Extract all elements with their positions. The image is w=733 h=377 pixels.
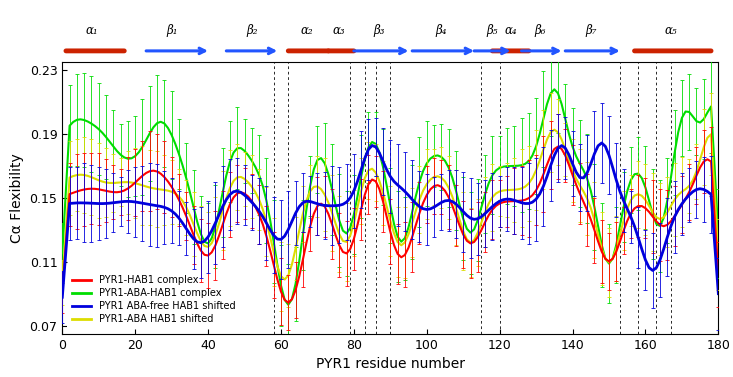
Y-axis label: Cα Flexibility: Cα Flexibility xyxy=(10,153,24,243)
Text: α₅: α₅ xyxy=(665,24,677,37)
X-axis label: PYR1 residue number: PYR1 residue number xyxy=(316,357,465,371)
Text: β₂: β₂ xyxy=(246,24,257,37)
Text: α₄: α₄ xyxy=(504,24,517,37)
Text: α₃: α₃ xyxy=(333,24,346,37)
Text: β₃: β₃ xyxy=(374,24,385,37)
Text: α₂: α₂ xyxy=(301,24,313,37)
Text: β₄: β₄ xyxy=(435,24,447,37)
Text: β₅: β₅ xyxy=(487,24,498,37)
Text: β₁: β₁ xyxy=(166,24,177,37)
Text: β₇: β₇ xyxy=(585,24,597,37)
Text: β₆: β₆ xyxy=(534,24,545,37)
Text: α₁: α₁ xyxy=(85,24,97,37)
Legend: PYR1-HAB1 complex, PYR1-ABA-HAB1 complex, PYR1 ABA-free HAB1 shifted, PYR1-ABA H: PYR1-HAB1 complex, PYR1-ABA-HAB1 complex… xyxy=(67,270,240,329)
